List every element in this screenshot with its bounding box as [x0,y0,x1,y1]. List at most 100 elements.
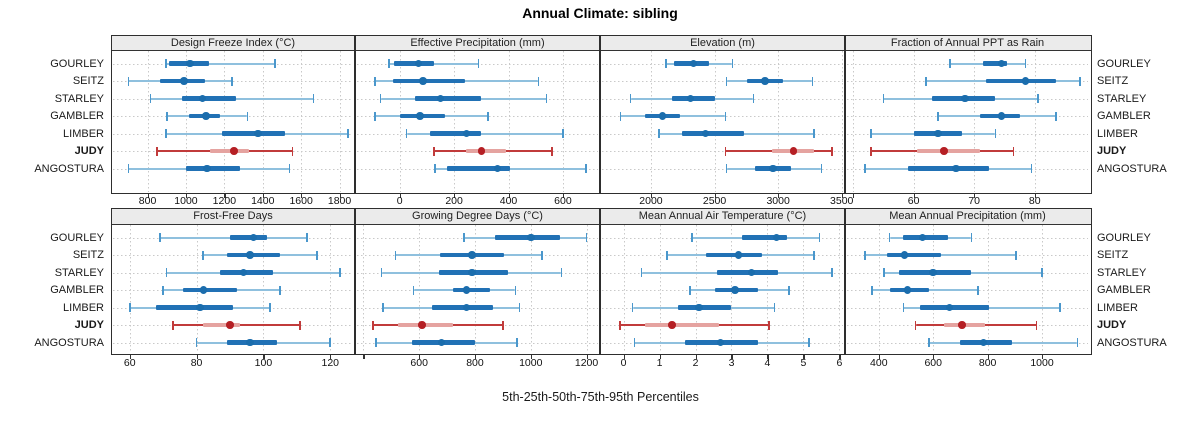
whisker-cap-5th [405,129,408,139]
row-guide [602,81,843,83]
whisker-cap-5th [412,285,415,295]
whisker-cap-5th [924,76,927,86]
whisker-cap-5th [937,111,939,121]
gridline-vertical [363,225,365,353]
whisker-cap-5th [882,94,885,104]
median-dot [769,164,777,173]
median-dot [419,77,427,85]
site-label-right-gambler: GAMBLER [1097,284,1151,297]
whisker-cap-95th [585,164,587,174]
axis-tick-label: 120 [321,357,340,369]
gridline-vertical [650,51,652,192]
median-dot [199,286,207,294]
axis-tick-label: 400 [499,195,518,207]
row-guide [602,168,843,170]
median-dot [180,77,188,85]
whisker-cap-95th [752,94,755,104]
gridline-vertical [778,51,780,192]
gridline-vertical [659,225,661,353]
percentile-band-25-75 [185,166,240,171]
whisker-cap-95th [812,129,815,139]
whisker-cap-5th [432,146,435,156]
whisker-cap-95th [288,164,291,174]
axis-tick [650,193,653,198]
percentile-range-5-95 [406,132,563,135]
axis-tick [841,193,843,198]
whisker-cap-95th [274,59,277,69]
gridline-vertical [339,51,341,192]
percentile-band-25-75 [447,166,510,171]
panel-border [355,208,600,355]
whisker-cap-95th [1012,146,1015,156]
site-label-left-angostura: ANGOSTURA [34,336,104,349]
median-dot [527,233,535,242]
median-dot [239,268,248,277]
site-label-right-seitz: SEITZ [1097,249,1129,262]
axis-tick-label: 1800 [327,195,352,207]
median-dot [958,321,966,329]
axis-tick-label: 60 [907,195,920,207]
site-label-left-seitz: SEITZ [72,249,104,262]
percentile-band-25-75 [886,252,942,258]
whisker-cap-5th [928,338,930,348]
axis-tick [695,354,697,359]
percentile-band-25-75 [229,235,267,240]
axis-tick [399,193,401,198]
gridline-vertical [129,225,131,353]
whisker-cap-5th [689,285,691,295]
median-dot [468,268,476,277]
axis-tick [263,354,265,359]
axis-tick-label: 600 [924,357,942,369]
whisker-cap-95th [1024,59,1027,69]
median-dot [246,338,254,347]
axis-tick-label: 600 [410,357,428,369]
median-dot [249,233,258,242]
axis-tick-label: 2 [692,357,699,369]
percentile-band-25-75 [916,148,981,154]
site-label-right-starley: STARLEY [1097,92,1147,105]
median-dot [934,129,942,138]
whisker-cap-95th [269,303,271,313]
percentile-band-25-75 [645,322,719,328]
panel-strip-title: Fraction of Annual PPT as Rain [890,37,1045,49]
site-label-right-judy: JUDY [1097,145,1127,158]
axis-tick-label: 0 [620,357,627,369]
median-dot [462,129,471,138]
whisker-cap-5th [691,233,693,243]
gridline-vertical [586,225,588,353]
whisker-cap-5th [394,250,397,260]
whisker-cap-5th [374,111,377,121]
median-dot [918,233,927,242]
percentile-band-25-75 [907,166,990,171]
whisker-cap-5th [128,303,131,313]
site-label-right-angostura: ANGOSTURA [1097,336,1167,349]
panel-border [111,208,355,355]
axis-tick [731,354,733,359]
median-dot [414,59,423,68]
whisker-cap-95th [773,303,776,313]
site-label-left-starley: STARLEY [54,266,104,279]
whisker-cap-95th [585,233,588,243]
percentile-range-5-95 [388,62,479,65]
axis-tick [974,193,976,198]
median-dot [731,286,739,294]
axis-tick-label: 100 [254,357,273,369]
median-dot [789,147,798,155]
site-label-left-judy: JUDY [74,319,104,332]
axis-tick [129,354,131,359]
whisker-cap-95th [977,285,979,295]
axis-tick [987,354,989,359]
whisker-cap-5th [629,94,632,104]
axis-tick [562,193,565,198]
median-dot [903,286,912,294]
axis-tick-label: 1600 [289,195,313,207]
median-dot [929,268,937,277]
site-label-left-seitz: SEITZ [72,75,104,88]
whisker-cap-95th [808,338,810,348]
median-dot [203,164,211,173]
panel-strip-title: Design Freeze Index (°C) [170,37,296,49]
axis-tick-label: 0 [396,195,403,207]
axis-tick [853,193,855,198]
whisker-cap-5th [165,268,168,278]
panel-strip-title: Frost-Free Days [193,210,273,222]
